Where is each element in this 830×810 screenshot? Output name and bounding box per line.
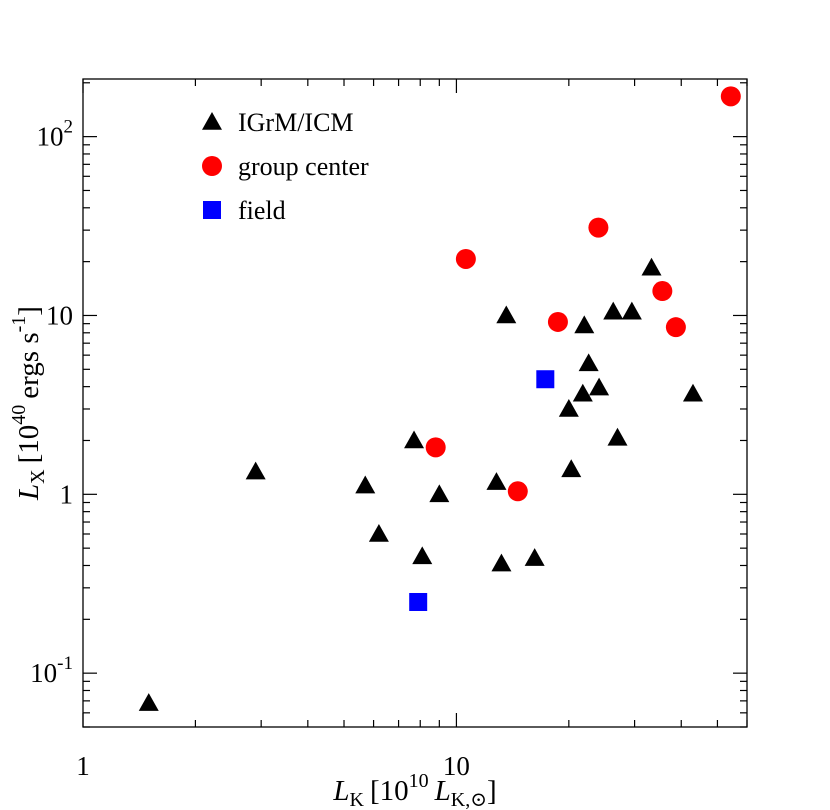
point-igrm-icm xyxy=(496,305,517,324)
point-igrm-icm xyxy=(589,377,610,396)
point-igrm-icm xyxy=(607,427,628,446)
tick-labels: 1 10 10-1 1 10 102 xyxy=(30,117,470,781)
point-igrm-icm xyxy=(574,315,595,334)
y-tick-label: 10-1 xyxy=(30,653,73,688)
legend-label-igrm-icm: IGrM/ICM xyxy=(238,108,354,137)
point-igrm-icm xyxy=(558,398,579,417)
point-igrm-icm xyxy=(641,257,662,276)
point-igrm-icm xyxy=(429,484,450,503)
point-igrm-icm xyxy=(491,553,512,572)
point-group-center xyxy=(547,311,568,332)
point-field xyxy=(409,592,428,611)
point-igrm-icm xyxy=(355,475,376,494)
point-igrm-icm xyxy=(572,383,593,402)
legend-marker-field xyxy=(203,201,221,219)
x-tick-label: 10 xyxy=(443,751,470,781)
y-tick-label: 10 xyxy=(46,300,73,330)
point-igrm-icm xyxy=(621,301,642,320)
y-tick-label: 1 xyxy=(60,479,74,509)
point-igrm-icm xyxy=(578,353,599,372)
point-group-center xyxy=(455,248,476,269)
point-group-center xyxy=(665,317,686,338)
point-igrm-icm xyxy=(682,383,703,402)
point-group-center xyxy=(652,281,673,302)
data-marks xyxy=(138,86,741,711)
y-axis-label: LX[1040ergs s-1] xyxy=(8,306,49,501)
x-axis-label: LK [1010 LK,⊙] xyxy=(332,770,496,810)
point-igrm-icm xyxy=(138,693,159,711)
legend-marker-group-center xyxy=(202,156,222,176)
point-igrm-icm xyxy=(486,472,507,490)
legend-marker-igrm-icm xyxy=(202,112,222,130)
y-tick-label: 102 xyxy=(37,117,74,152)
legend-label-field: field xyxy=(238,196,286,225)
point-group-center xyxy=(588,217,609,238)
point-group-center xyxy=(507,481,528,502)
point-igrm-icm xyxy=(524,548,545,566)
legend-label-group-center: group center xyxy=(238,152,369,181)
point-igrm-icm xyxy=(412,546,433,565)
point-igrm-icm xyxy=(245,461,266,480)
point-igrm-icm xyxy=(603,301,624,320)
point-group-center xyxy=(425,437,446,458)
plot-frame xyxy=(82,78,748,728)
point-igrm-icm xyxy=(404,430,425,449)
point-igrm-icm xyxy=(561,459,582,478)
x-tick-label: 1 xyxy=(76,751,90,781)
point-field xyxy=(536,370,555,389)
point-group-center xyxy=(720,86,741,107)
legend: IGrM/ICM group center field xyxy=(202,108,369,225)
point-igrm-icm xyxy=(368,523,389,542)
axis-ticks xyxy=(82,79,748,728)
